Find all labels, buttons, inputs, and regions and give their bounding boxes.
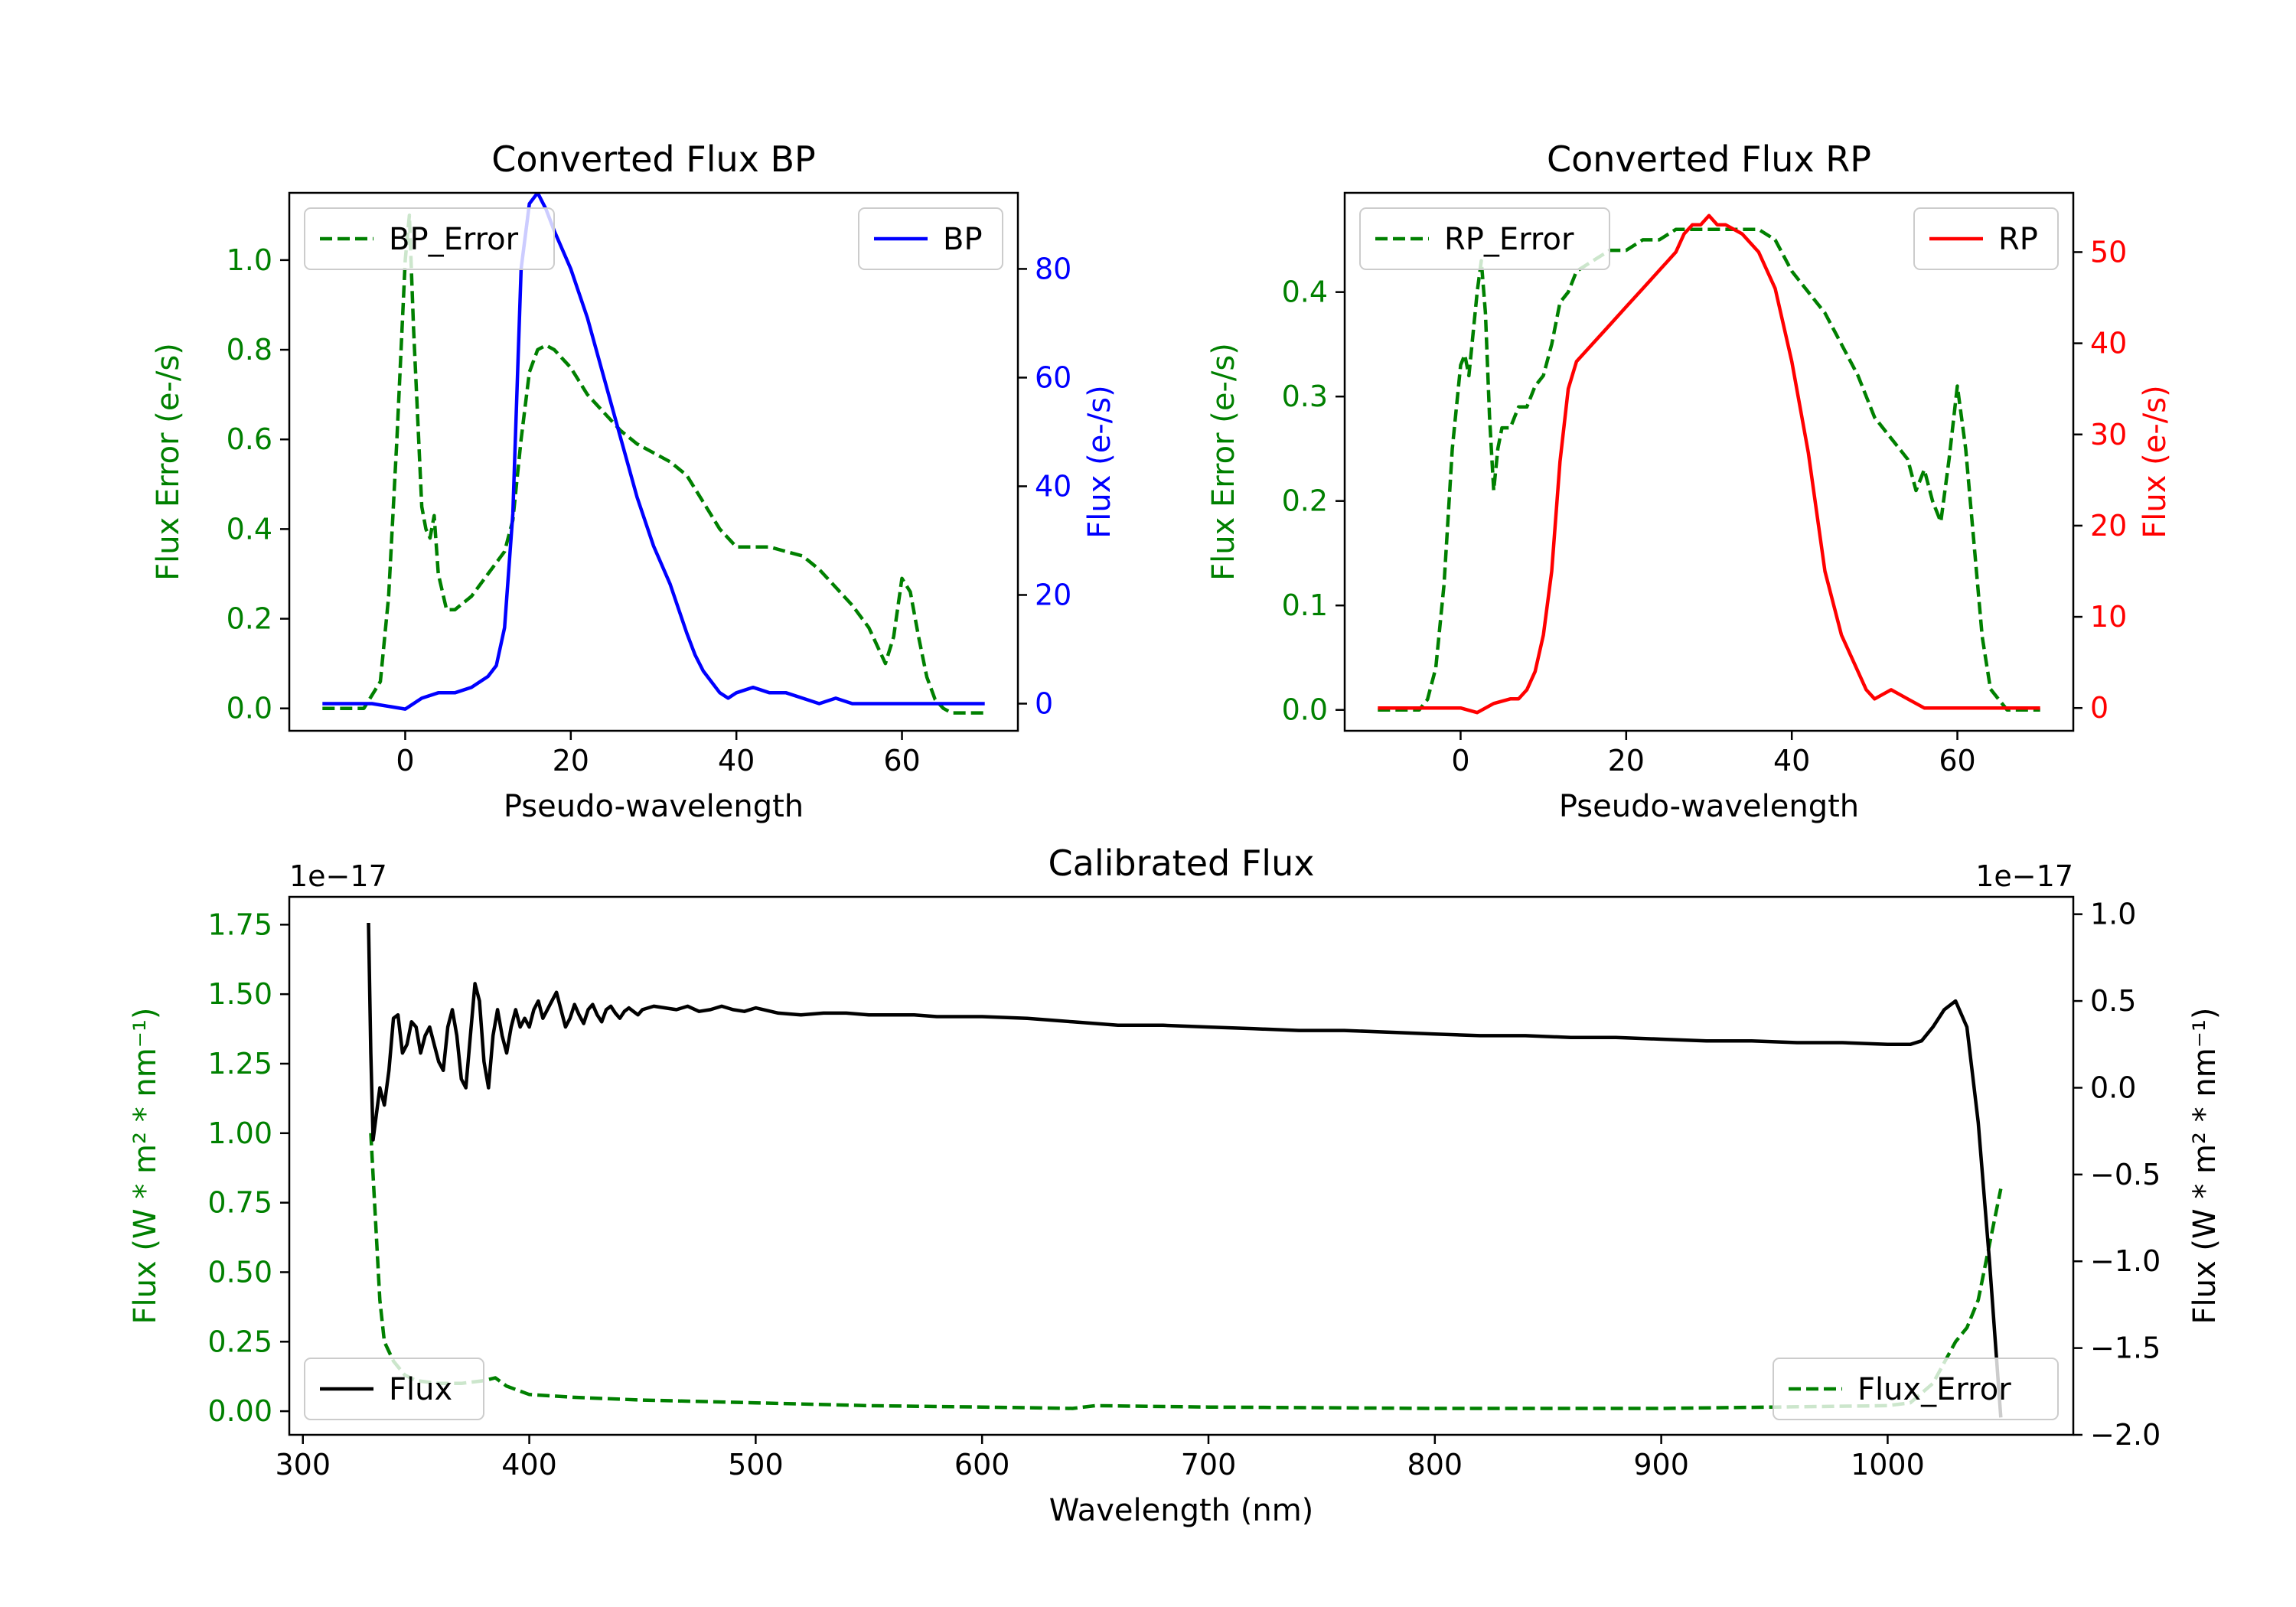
- chart-title: Converted Flux BP: [491, 139, 816, 180]
- x-tick-label: 20: [1608, 744, 1645, 777]
- y-left-tick-label: 0.6: [227, 422, 272, 456]
- y-right-tick-label: 30: [2090, 418, 2127, 451]
- plot-frame: [1343, 191, 2075, 732]
- y-left-tick-label: 0.0: [1282, 693, 1328, 727]
- y-right-tick-label: −0.5: [2090, 1158, 2161, 1191]
- y-left-axis-label: Flux (W * m² * nm⁻¹): [128, 1008, 163, 1325]
- legend-bp-error: BP_Error: [304, 207, 555, 270]
- legend-box: [304, 207, 555, 270]
- series-line-rp: [1378, 214, 2040, 715]
- y-left-offset-label: 1e−17: [289, 859, 387, 893]
- chart-rp: 0 20 40 60 0.0 0.1 0.2 0.3 0.4 0 10 20 30 40 50 Convert…: [1206, 139, 2173, 824]
- legend-label: BP_Error: [389, 222, 519, 257]
- y-left-tick-label: 0.75: [207, 1186, 272, 1220]
- series-line-bp-error: [322, 214, 985, 715]
- plot-frame: [288, 895, 2075, 1436]
- chart-title: Calibrated Flux: [1049, 843, 1315, 884]
- x-tick-label: 0: [1451, 744, 1469, 777]
- x-tick-label: 500: [728, 1448, 784, 1482]
- x-tick-label: 60: [883, 744, 920, 777]
- legend-flux-error: Flux_Error: [1773, 1358, 2059, 1420]
- y-right-tick-label: 40: [1035, 469, 1071, 503]
- y-left-tick-label: 1.00: [207, 1116, 272, 1150]
- x-tick-label: 400: [501, 1448, 557, 1482]
- y-left-tick-label: 0.1: [1282, 588, 1328, 622]
- y-right-tick-label: −1.5: [2090, 1332, 2161, 1365]
- x-axis-label: Pseudo-wavelength: [504, 789, 804, 824]
- x-axis-label: Wavelength (nm): [1049, 1493, 1314, 1528]
- y-left-tick-label: 1.75: [207, 908, 272, 941]
- x-tick-label: 800: [1407, 1448, 1463, 1482]
- y-right-tick-label: 20: [2090, 509, 2127, 543]
- legend-rp: RP: [1913, 207, 2059, 270]
- legend-box: [1359, 207, 1610, 270]
- x-tick-label: 900: [1633, 1448, 1689, 1482]
- y-left-tick-label: 0.2: [1282, 484, 1328, 518]
- y-left-tick-label: 1.25: [207, 1047, 272, 1081]
- y-left-tick-label: 0.50: [207, 1255, 272, 1289]
- legend-label: Flux_Error: [1857, 1372, 2011, 1407]
- chart-title: Converted Flux RP: [1547, 139, 1871, 180]
- y-left-tick-label: 0.3: [1282, 380, 1328, 413]
- plot-frame: [288, 191, 1019, 732]
- y-right-tick-label: 50: [2090, 235, 2127, 269]
- y-right-tick-label: 0.0: [2090, 1071, 2136, 1104]
- y-right-tick-label: 40: [2090, 327, 2127, 360]
- x-tick-label: 40: [1773, 744, 1810, 777]
- x-tick-label: 20: [553, 744, 589, 777]
- legend-label: BP: [943, 222, 983, 257]
- chart-calibrated: 300 400 500 600 700 800 900 1000 0.00 0.25 0.50 0.7…: [128, 843, 2223, 1528]
- series-line-bp: [322, 193, 985, 711]
- series-line-flux: [367, 922, 2003, 1418]
- y-right-axis-label: Flux (e-/s): [2138, 385, 2173, 538]
- y-right-tick-label: −1.0: [2090, 1244, 2161, 1278]
- legend-flux: Flux: [304, 1358, 484, 1420]
- legend-box: [304, 1358, 484, 1420]
- y-right-axis-label: Flux (W * m² * nm⁻¹): [2187, 1008, 2223, 1325]
- legend-box: [1773, 1358, 2059, 1420]
- x-tick-label: 0: [396, 744, 414, 777]
- chart-bp: 0 20 40 60 0.0 0.2 0.4 0.6 0.8 1.0 0 20 40 60 80 Conver…: [151, 139, 1117, 824]
- y-right-tick-label: 80: [1035, 252, 1071, 285]
- series-line-rp-error: [1378, 227, 2040, 712]
- legend-bp: BP: [858, 207, 1003, 270]
- legend-box: [858, 207, 1003, 270]
- series-line-flux-error: [369, 1133, 2003, 1410]
- y-right-offset-label: 1e−17: [1975, 859, 2073, 893]
- y-right-tick-label: 0: [1035, 686, 1053, 720]
- y-left-tick-label: 0.0: [227, 692, 272, 725]
- y-left-axis-label: Flux Error (e-/s): [151, 343, 186, 581]
- legend-label: RP_Error: [1444, 222, 1574, 257]
- y-left-tick-label: 0.00: [207, 1394, 272, 1428]
- y-right-tick-label: 0: [2090, 691, 2108, 725]
- x-tick-label: 40: [718, 744, 755, 777]
- y-left-tick-label: 0.2: [227, 602, 272, 636]
- y-right-tick-label: 20: [1035, 578, 1071, 611]
- x-axis-label: Pseudo-wavelength: [1559, 789, 1859, 824]
- x-tick-label: 700: [1181, 1448, 1237, 1482]
- y-left-tick-label: 0.4: [1282, 275, 1328, 309]
- x-tick-label: 60: [1939, 744, 1975, 777]
- y-right-tick-label: −2.0: [2090, 1418, 2161, 1452]
- y-left-tick-label: 0.4: [227, 512, 272, 546]
- x-tick-label: 600: [954, 1448, 1010, 1482]
- y-left-tick-label: 1.50: [207, 977, 272, 1011]
- y-right-axis-label: Flux (e-/s): [1082, 385, 1117, 538]
- legend-label: Flux: [389, 1372, 452, 1407]
- legend-label: RP: [1998, 222, 2038, 257]
- y-right-tick-label: 0.5: [2090, 984, 2136, 1018]
- y-right-tick-label: 60: [1035, 360, 1071, 394]
- y-left-tick-label: 0.25: [207, 1325, 272, 1358]
- y-left-tick-label: 1.0: [227, 243, 272, 277]
- y-left-axis-label: Flux Error (e-/s): [1206, 343, 1241, 581]
- x-tick-label: 300: [275, 1448, 331, 1482]
- legend-box: [1913, 207, 2059, 270]
- y-right-tick-label: 1.0: [2090, 898, 2136, 931]
- y-right-tick-label: 10: [2090, 600, 2127, 634]
- legend-rp-error: RP_Error: [1359, 207, 1610, 270]
- x-tick-label: 1000: [1851, 1448, 1925, 1482]
- y-left-tick-label: 0.8: [227, 333, 272, 367]
